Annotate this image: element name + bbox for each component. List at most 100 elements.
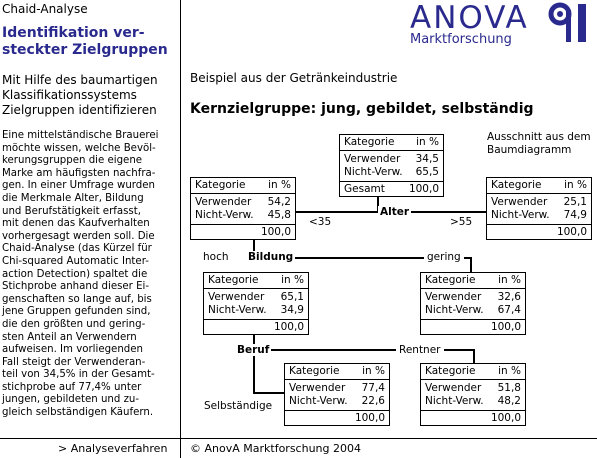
sidebar-heading: Identifikation ver- steckter Zielgruppen <box>2 25 170 59</box>
sidebar-body-line: möchte wissen, welche Bevöl- <box>2 142 156 154</box>
connector-root <box>377 196 379 212</box>
example-intro: Beispiel aus der Getränkeindustrie <box>190 71 398 85</box>
row-label: Nicht-Verw. <box>344 166 403 178</box>
node-young: Kategorie in % Verwender 54,2 Nicht-Verw. 4… <box>190 177 296 240</box>
diagram-note-line: Baumdiagramm <box>487 144 572 156</box>
col-pct: in % <box>498 274 521 286</box>
sidebar-heading-line: steckter Zielgruppen <box>2 42 168 58</box>
total-value: 100,0 <box>408 183 439 195</box>
col-label: Kategorie <box>425 274 476 286</box>
sidebar-body-line: die den größten und gering- <box>2 318 146 330</box>
col-pct: in % <box>498 365 521 377</box>
sidebar-body-line: jungen, gebildeten und zu- <box>2 394 140 406</box>
row-label: Verwender <box>425 382 482 394</box>
value-nonusers: 67,4 <box>497 304 521 316</box>
sidebar-body-line: sten Anteil an Verwendern <box>2 331 137 343</box>
col-pct: in % <box>362 365 385 377</box>
col-pct: in % <box>268 179 291 191</box>
branch-label-old: >55 <box>450 216 473 228</box>
value-users: 77,4 <box>361 382 385 394</box>
sidebar-subtitle: Mit Hilfe des baumartigen Klassifikation… <box>2 73 174 118</box>
branch-label-young: <35 <box>309 216 332 228</box>
value-nonusers: 74,9 <box>563 209 587 221</box>
connector-high-job <box>253 333 255 393</box>
total-value: 100,0 <box>260 226 291 238</box>
sidebar-body-line: genschaften so lange auf, bis <box>2 293 152 305</box>
connector-low <box>470 257 472 274</box>
value-nonusers: 65,5 <box>415 166 439 178</box>
col-pct: in % <box>281 274 304 286</box>
connector-age <box>253 211 486 213</box>
branch-label-retired: Rentner <box>396 344 444 356</box>
sidebar-body-line: Chaid-Analyse (das Kürzel für <box>2 243 152 255</box>
connector-retired <box>473 349 475 364</box>
sidebar-body-line: mit denen das Kaufverhalten <box>2 218 150 230</box>
logo-mark-icon <box>548 2 586 42</box>
col-label: Kategorie <box>289 365 340 377</box>
sidebar-heading-line: Identifikation ver- <box>2 25 145 41</box>
value-nonusers: 34,9 <box>280 304 304 316</box>
sidebar-body-line: kerungsgruppen die eigene <box>2 155 143 167</box>
diagram-note-line: Ausschnitt aus dem <box>487 131 591 143</box>
row-label: Nicht-Verw. <box>425 395 484 407</box>
col-label: Kategorie <box>344 136 395 148</box>
column-divider <box>180 0 181 458</box>
sidebar-subtitle-line: Klassifikationssystems <box>2 88 137 102</box>
row-label: Verwender <box>195 196 252 208</box>
col-pct: in % <box>416 136 439 148</box>
row-label: Verwender <box>491 196 548 208</box>
sidebar-body-line: action Detection) spaltet die <box>2 268 148 280</box>
sidebar-body-text: Eine mittelständische Brauerei möchte wis… <box>2 130 180 420</box>
value-users: 25,1 <box>563 196 587 208</box>
row-label: Verwender <box>344 153 401 165</box>
total-value: 100,0 <box>556 226 587 238</box>
branch-label-low: gering <box>424 251 464 263</box>
total-value: 100,0 <box>273 321 304 333</box>
value-users: 51,8 <box>497 382 521 394</box>
sidebar-body-line: Marke am häufigsten nachfra- <box>2 167 156 179</box>
node-self-employed: Kategorie in % Verwender 77,4 Nicht-Verw. 2… <box>284 363 390 426</box>
sidebar-body-line: jene Gruppen gefunden sind, <box>2 306 151 318</box>
row-label: Nicht-Verw. <box>195 209 254 221</box>
branch-label-high: hoch <box>203 251 229 263</box>
sidebar-body-line: vorhergesagt werden soll. Die <box>2 230 155 242</box>
value-nonusers: 48,2 <box>497 395 521 407</box>
diagram-note: Ausschnitt aus dem Baumdiagramm <box>487 131 597 157</box>
split-label-education: Bildung <box>246 251 296 263</box>
col-label: Kategorie <box>195 179 246 191</box>
sidebar-body-line: aufweisen. Im vorliegenden <box>2 344 143 356</box>
sidebar-body-line: Eine mittelständische Brauerei <box>2 130 159 141</box>
node-total: Kategorie in % Verwender 34,5 Nicht-Verw. 6… <box>339 134 444 197</box>
section-title: Chaid-Analyse <box>2 2 88 16</box>
node-edu-high: Kategorie in % Verwender 65,1 Nicht-Verw. 3… <box>203 272 309 335</box>
col-label: Kategorie <box>491 179 542 191</box>
node-edu-low: Kategorie in % Verwender 32,6 Nicht-Verw. 6… <box>420 272 526 335</box>
value-users: 34,5 <box>415 153 439 165</box>
sidebar-subtitle-line: Zielgruppen identifizieren <box>2 103 157 117</box>
col-label: Kategorie <box>425 365 476 377</box>
sidebar-divider <box>0 438 180 439</box>
connector-self <box>253 392 285 394</box>
connector-edu <box>253 257 471 259</box>
col-pct: in % <box>564 179 587 191</box>
total-value: 100,0 <box>490 321 521 333</box>
split-label-job: Beruf <box>235 344 272 356</box>
analyseverfahren-link[interactable]: > Analyseverfahren <box>58 442 168 455</box>
total-value: 100,0 <box>354 412 385 424</box>
total-label: Gesamt <box>344 183 385 195</box>
value-users: 54,2 <box>267 196 291 208</box>
sidebar-subtitle-line: Mit Hilfe des baumartigen <box>2 73 158 87</box>
value-nonusers: 22,6 <box>361 395 385 407</box>
total-value: 100,0 <box>490 412 521 424</box>
sidebar-body-line: und Berufstätigkeit erfasst, <box>2 205 141 217</box>
sidebar-body-line: gleich selbständigen Käufern. <box>2 407 154 419</box>
value-users: 65,1 <box>280 291 304 303</box>
connector-job <box>253 349 474 351</box>
copyright-footer: © AnovA Marktforschung 2004 <box>190 442 361 455</box>
branch-label-self-employed: Selbständige <box>204 400 273 412</box>
row-label: Verwender <box>425 291 482 303</box>
value-nonusers: 45,8 <box>267 209 291 221</box>
sidebar-body-line: stichprobe auf 77,4% unter <box>2 381 142 393</box>
sidebar-body-line: Stichprobe anhand dieser Ei- <box>2 281 150 293</box>
row-label: Nicht-Verw. <box>208 304 267 316</box>
